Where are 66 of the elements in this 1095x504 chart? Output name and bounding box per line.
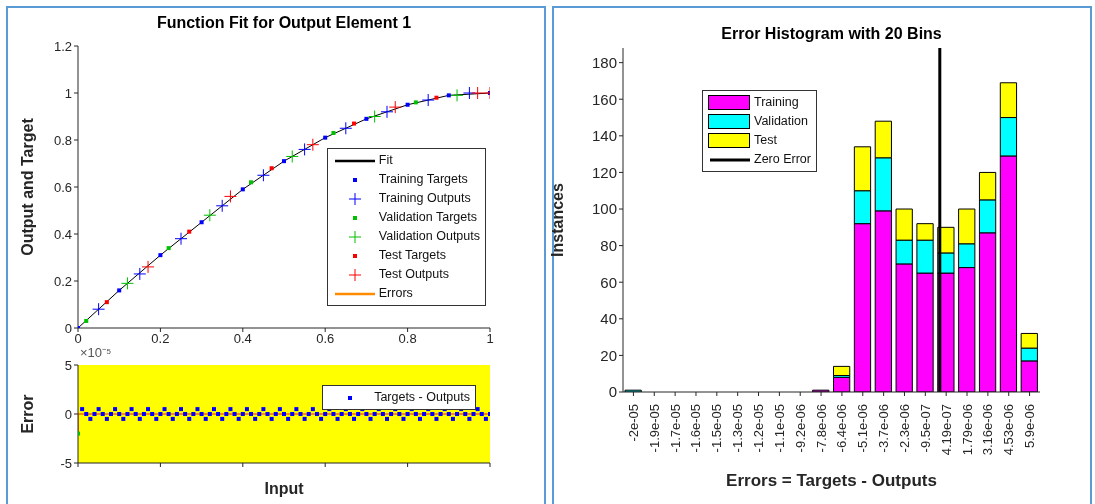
legend-label: Training <box>754 94 799 111</box>
y-tick-label: 0.8 <box>53 132 72 148</box>
legend-label: Validation Outputs <box>378 228 480 245</box>
legend-label: Test <box>754 132 777 149</box>
x-tick-label: -1.5e-05 <box>709 404 725 453</box>
chart-title: Error Histogram with 20 Bins <box>720 25 943 43</box>
y-axis-title: Instances <box>548 182 566 257</box>
x-tick-label: -2.3e-06 <box>896 404 912 453</box>
x-tick-label: -1.2e-05 <box>751 404 767 453</box>
y-tick-label: 0.2 <box>53 273 72 289</box>
y-tick-label: -5 <box>60 455 72 471</box>
legend-label: Zero Error <box>754 151 811 168</box>
x-tick-label: 4.19e-07 <box>938 404 954 456</box>
text: ×10⁻⁵ <box>80 344 112 361</box>
x-tick-label: -1.3e-05 <box>730 404 746 453</box>
x-tick-label: 3.16e-06 <box>980 404 996 456</box>
y-axis-title: Error <box>18 394 36 434</box>
y-tick-label: 5 <box>64 357 72 373</box>
x-tick-label: -7.8e-06 <box>813 404 829 453</box>
x-tick-label: -5.1e-06 <box>855 404 871 453</box>
y-tick-label: 1 <box>64 85 72 101</box>
y-tick-label: 0 <box>64 320 72 336</box>
x-tick-label: 1.79e-06 <box>959 404 975 456</box>
legend-label: Validation Targets <box>378 209 477 226</box>
x-tick-label: -1.1e-05 <box>771 404 787 453</box>
x-tick-label: -1.6e-05 <box>688 404 704 453</box>
x-tick-label: 0.8 <box>398 331 417 347</box>
legend-label: Validation <box>754 113 808 130</box>
x-tick-label: 0.6 <box>316 331 335 347</box>
x-tick-label: 1 <box>486 331 494 347</box>
legend-label: Test Targets <box>378 247 446 264</box>
y-tick-label: 40 <box>600 310 617 328</box>
x-axis-title: Input <box>264 480 305 497</box>
x-tick-label: -3.7e-06 <box>876 404 892 453</box>
x-tick-label: 4.53e-06 <box>1001 404 1017 456</box>
x-tick-label: -6.4e-06 <box>834 404 850 453</box>
y-tick-label: 120 <box>591 163 617 181</box>
legend-label: Targets - Outputs <box>374 389 470 406</box>
legend-label: Test Outputs <box>378 266 449 283</box>
x-tick-label: 0.2 <box>151 331 170 347</box>
legend-label: Fit <box>378 152 393 169</box>
y-tick-label: 0.4 <box>53 226 72 242</box>
legend-label: Training Outputs <box>378 190 471 207</box>
x-tick-label: -1.9e-05 <box>646 404 662 453</box>
x-tick-label: 0.4 <box>233 331 252 347</box>
y-tick-label: 0 <box>608 383 617 401</box>
chart-title: Function Fit for Output Element 1 <box>155 14 413 32</box>
y-tick-label: 80 <box>600 236 617 254</box>
x-tick-label: 0 <box>74 331 82 347</box>
x-tick-label: -2e-05 <box>625 404 641 442</box>
x-tick-label: -1.7e-05 <box>667 404 683 453</box>
legend-label: Errors <box>378 285 413 302</box>
x-axis-title: Errors = Targets - Outputs <box>726 471 937 490</box>
x-tick-label: -9.2e-06 <box>792 404 808 453</box>
y-tick-label: 1.2 <box>53 38 72 54</box>
legend-label: Training Targets <box>378 171 468 188</box>
y-tick-label: 20 <box>600 346 617 364</box>
x-tick-label: 5.9e-06 <box>1022 404 1038 449</box>
y-tick-label: 60 <box>600 273 617 291</box>
y-axis-title: Output and Target <box>18 117 36 256</box>
y-tick-label: 140 <box>591 127 617 145</box>
y-tick-label: 100 <box>591 200 617 218</box>
y-tick-label: 0.6 <box>53 179 72 195</box>
x-tick-label: -9.5e-07 <box>917 404 933 453</box>
y-tick-label: 160 <box>591 90 617 108</box>
y-tick-label: 180 <box>591 53 617 71</box>
